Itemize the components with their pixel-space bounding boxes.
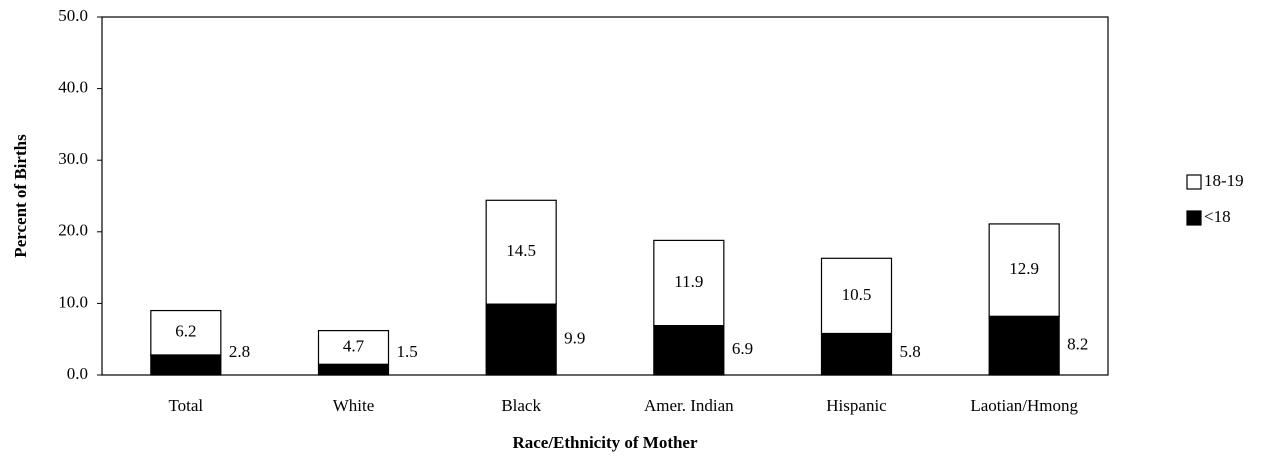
bar-segment bbox=[317, 330, 390, 365]
bar-segment bbox=[988, 315, 1060, 376]
value-label: 10.5 bbox=[842, 285, 872, 304]
value-label: 12.9 bbox=[1009, 259, 1039, 278]
bar-segment bbox=[485, 303, 557, 376]
bar-segment bbox=[820, 257, 893, 335]
y-tick-label: 0.0 bbox=[67, 364, 88, 383]
bar-segment bbox=[820, 332, 893, 376]
y-tick-label: 50.0 bbox=[58, 6, 88, 25]
value-label: 14.5 bbox=[506, 241, 536, 260]
bar-segment bbox=[150, 309, 222, 356]
x-tick-label: Hispanic bbox=[826, 396, 887, 415]
bar-segment bbox=[653, 324, 725, 376]
x-tick-label: Total bbox=[168, 396, 203, 415]
y-axis-label: Percent of Births bbox=[11, 134, 30, 258]
value-label: 1.5 bbox=[397, 342, 418, 361]
bar-segment bbox=[485, 199, 557, 305]
value-label: 9.9 bbox=[564, 328, 585, 347]
y-tick-label: 20.0 bbox=[58, 221, 88, 240]
value-label: 2.8 bbox=[229, 342, 250, 361]
value-label: 6.2 bbox=[175, 322, 196, 341]
value-label: 4.7 bbox=[343, 336, 365, 355]
x-tick-label: Amer. Indian bbox=[644, 396, 734, 415]
legend-swatch bbox=[1186, 174, 1202, 190]
y-tick-label: 30.0 bbox=[58, 149, 88, 168]
x-tick-label: White bbox=[333, 396, 375, 415]
value-label: 11.9 bbox=[674, 272, 703, 291]
legend-swatch bbox=[1186, 210, 1202, 226]
plot-frame bbox=[101, 16, 1109, 376]
value-label: 6.9 bbox=[732, 339, 753, 358]
legend-label: <18 bbox=[1204, 207, 1231, 226]
bar-segment bbox=[317, 363, 390, 376]
y-tick-label: 40.0 bbox=[58, 78, 88, 97]
x-tick-label: Laotian/Hmong bbox=[970, 396, 1078, 415]
value-label: 5.8 bbox=[900, 342, 921, 361]
value-label: 8.2 bbox=[1067, 335, 1088, 354]
bar-segment bbox=[988, 223, 1060, 317]
x-tick-label: Black bbox=[501, 396, 541, 415]
y-tick-label: 10.0 bbox=[58, 292, 88, 311]
legend-label: 18-19 bbox=[1204, 171, 1244, 190]
bar-segment bbox=[653, 239, 725, 327]
x-axis-label: Race/Ethnicity of Mother bbox=[512, 433, 698, 452]
bar-segment bbox=[150, 354, 222, 376]
